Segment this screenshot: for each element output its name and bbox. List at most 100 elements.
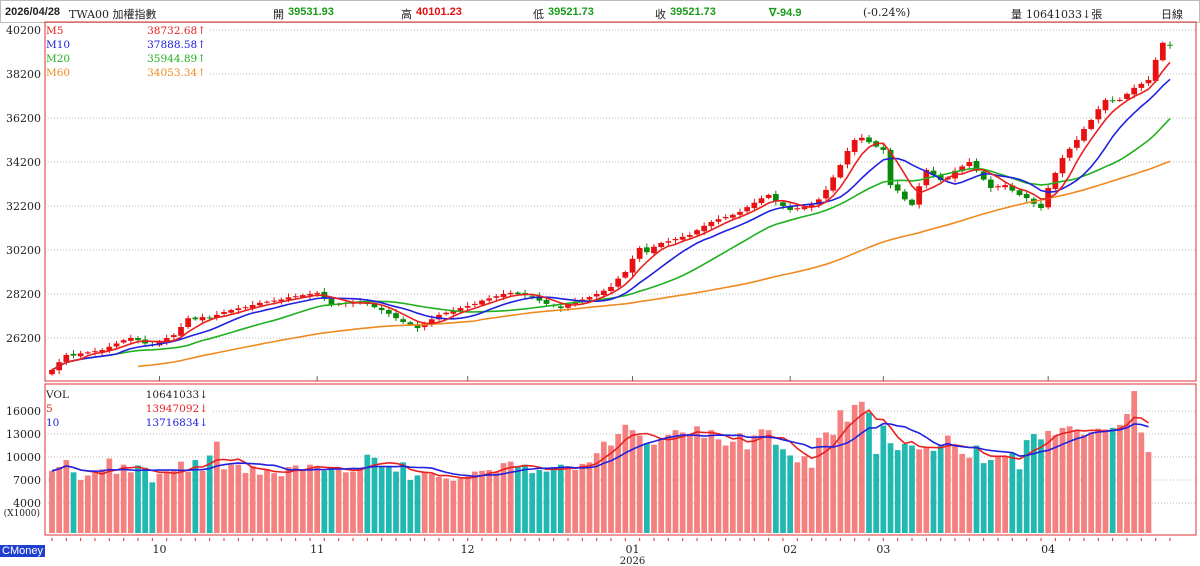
candle: [708, 220, 715, 230]
candle: [292, 293, 299, 299]
volume-bar: [952, 444, 958, 533]
candle-body: [636, 248, 643, 259]
price-tick-label: 34200: [6, 156, 41, 169]
volume-bar: [70, 472, 77, 533]
candle: [1152, 57, 1159, 83]
legend-value: 13947092↓: [145, 403, 208, 415]
candle-body: [486, 298, 493, 301]
volume-bar: [579, 463, 586, 533]
candle-body: [228, 310, 235, 313]
volume-bar: [966, 457, 973, 533]
volume-bar: [285, 466, 292, 533]
volume-bar: [450, 480, 457, 533]
volume-bar: [873, 453, 880, 533]
candle-body: [507, 292, 514, 295]
candle: [70, 349, 77, 359]
candle-body: [479, 300, 485, 305]
candle-body: [851, 140, 858, 152]
legend-row-m5: M5 38732.68↑: [46, 24, 210, 38]
legend-name: 5: [46, 403, 53, 415]
candle-body: [84, 352, 91, 354]
volume-bar: [622, 424, 629, 533]
legend-row-5: 5 13947092↓: [46, 402, 212, 416]
candle-body: [1045, 187, 1052, 208]
volume-bar: [722, 445, 729, 533]
volume-bar: [206, 455, 213, 533]
volume-bar: [149, 482, 156, 533]
price-tick-label: 40200: [6, 24, 41, 37]
candle-body: [1038, 203, 1044, 208]
candle-body: [77, 353, 84, 357]
volume-bar: [536, 470, 543, 533]
volume-tick-label: 13000: [6, 428, 41, 441]
volume-bar: [729, 441, 736, 533]
legend-value: 34053.34↑: [147, 67, 206, 79]
candle-body: [615, 278, 622, 287]
volume-tick-label: 10000: [6, 451, 41, 464]
candle: [729, 213, 736, 219]
candle-body: [106, 346, 113, 351]
candle-body: [880, 147, 887, 150]
ma20-line: [51, 118, 1171, 371]
candle-body: [378, 307, 385, 311]
volume-bar: [192, 460, 199, 533]
candle: [443, 311, 450, 316]
volume-bar: [801, 456, 808, 533]
candle-body: [729, 214, 736, 218]
candle-body: [694, 230, 700, 235]
volume-bar: [99, 469, 106, 533]
volume-bar: [199, 470, 206, 533]
volume-bar: [794, 462, 801, 533]
cmoney-brand: CMoney: [0, 545, 45, 557]
candle-body: [1145, 79, 1152, 84]
candle: [120, 338, 127, 344]
candle: [880, 143, 887, 154]
volume-bar: [851, 404, 858, 533]
candle-body: [930, 170, 937, 176]
candle-body: [1002, 185, 1009, 188]
candle-body: [314, 292, 321, 294]
price-legend: M5 38732.68↑ M10 37888.58↑ M20 35944.89↑ M60 34…: [46, 24, 210, 80]
candle: [1073, 136, 1080, 151]
period-selector[interactable]: 日線: [1161, 8, 1183, 21]
candle-body: [120, 340, 127, 343]
legend-name: M5: [46, 25, 64, 37]
volume-bar: [56, 466, 63, 533]
candle-body: [443, 312, 450, 315]
candle-body: [565, 305, 571, 308]
candle-body: [901, 191, 908, 200]
candle-body: [600, 290, 607, 295]
volume-bar: [909, 445, 915, 533]
candle-body: [328, 299, 335, 305]
volume-bar: [572, 470, 579, 533]
volume-bar: [937, 445, 944, 533]
candle: [1095, 105, 1102, 124]
candle-body: [758, 198, 765, 204]
candle-body: [916, 186, 923, 205]
candle-body: [307, 294, 313, 296]
volume-bar: [586, 462, 593, 533]
candle: [1109, 96, 1116, 104]
candle-body: [672, 239, 679, 241]
volume-bar: [486, 470, 493, 533]
ma60-line: [137, 160, 1171, 368]
candle: [314, 290, 321, 297]
volume-tick-label: 16000: [6, 405, 41, 418]
volume-bar: [694, 426, 700, 533]
candle-body: [772, 194, 779, 202]
low-value: 39521.73: [548, 6, 594, 18]
candle-body: [751, 202, 758, 209]
candle-body: [1159, 42, 1166, 61]
volume-bar: [256, 474, 263, 533]
candle-body: [127, 338, 134, 341]
candle: [1023, 190, 1030, 203]
candle-body: [987, 179, 994, 188]
candle: [916, 182, 923, 209]
volume-bar: [1059, 427, 1066, 533]
candle: [1081, 126, 1087, 143]
candle: [178, 323, 184, 339]
candle: [672, 237, 679, 244]
volume-bar: [830, 434, 837, 533]
candle: [378, 304, 385, 315]
